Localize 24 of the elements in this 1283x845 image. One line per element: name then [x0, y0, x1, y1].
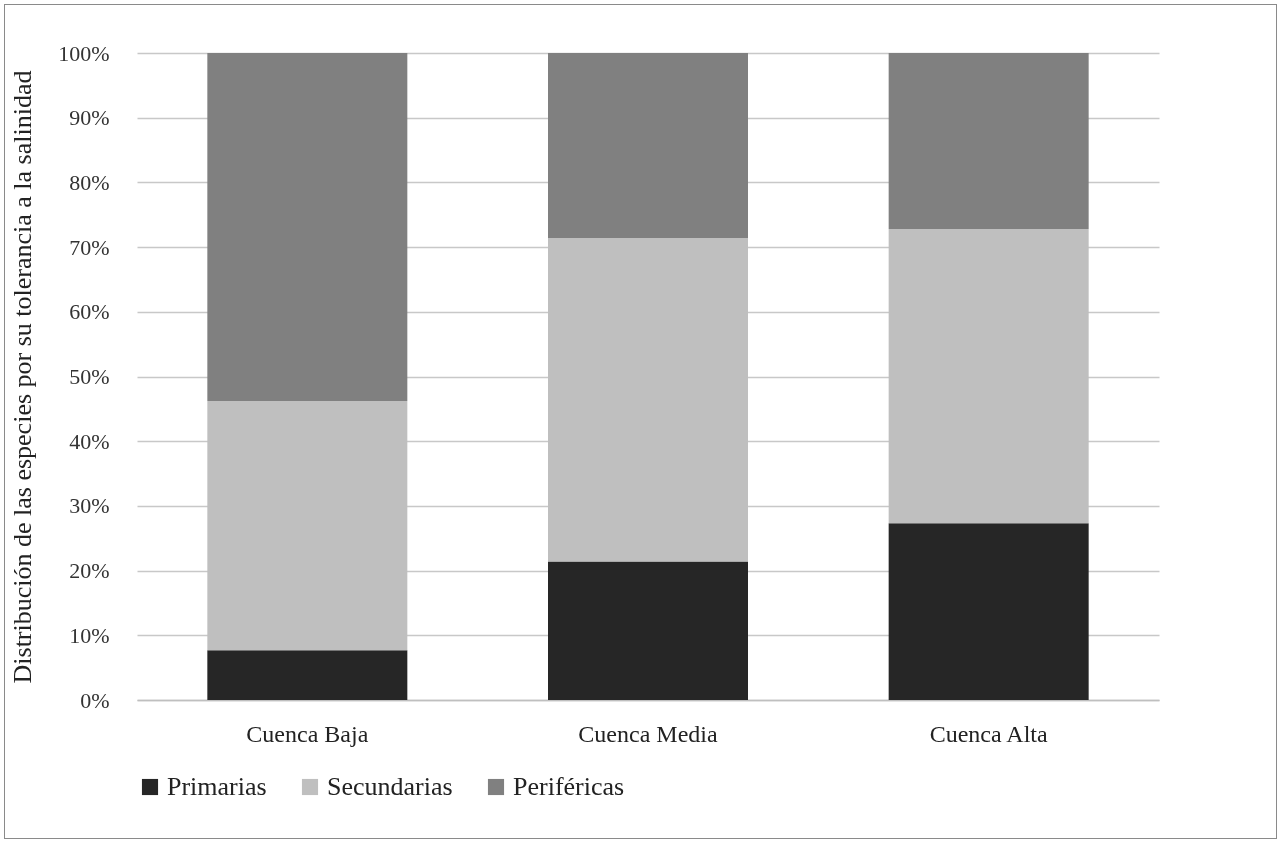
x-tick-label: Cuenca Baja [246, 720, 369, 747]
y-tick-label: 80% [69, 169, 110, 195]
bar [548, 53, 748, 239]
y-tick-label: 90% [69, 105, 110, 131]
legend-label: Primarias [167, 772, 267, 801]
y-tick-label: 30% [69, 493, 110, 519]
bar [207, 650, 408, 700]
legend-label: Periféricas [513, 772, 625, 801]
x-tick-label: Cuenca Alta [929, 720, 1048, 747]
legend-label: Secundarias [327, 772, 453, 801]
y-axis-title: Distribución de las especies por su tolerancia a la salinidad [8, 70, 38, 684]
y-tick-label: 0% [80, 687, 110, 713]
bar [888, 53, 1089, 229]
x-tick-label: Cuenca Media [578, 720, 718, 747]
bar [207, 53, 408, 402]
bar [548, 561, 748, 700]
y-tick-label: 10% [69, 622, 110, 648]
y-tick-label: 60% [69, 299, 110, 325]
y-tick-label: 70% [69, 234, 110, 260]
y-tick-label: 50% [69, 364, 110, 389]
y-tick-label: 100% [58, 40, 110, 66]
y-tick-label: 40% [69, 428, 110, 454]
y-tick-label: 20% [69, 558, 110, 584]
bar [888, 523, 1089, 700]
